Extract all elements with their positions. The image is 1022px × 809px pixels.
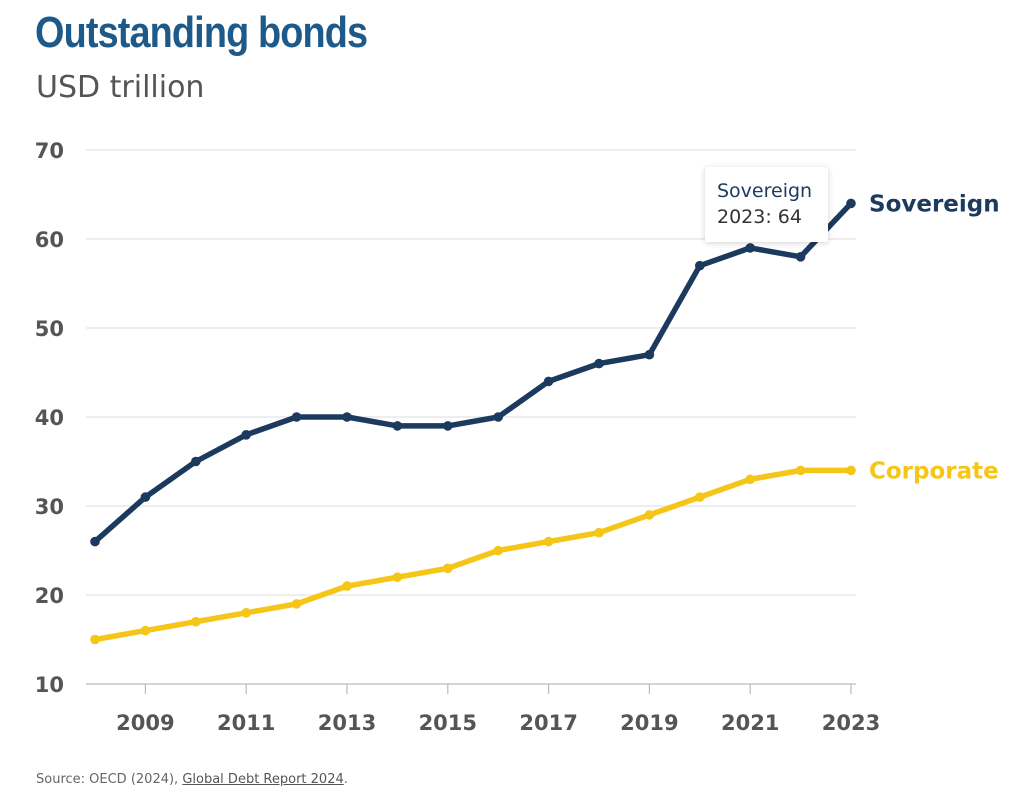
corporate-series-line — [92, 467, 854, 643]
sovereign-data-point — [846, 198, 856, 209]
y-tick-label: 70 — [35, 139, 64, 163]
sovereign-data-point — [795, 251, 806, 262]
corporate-data-point — [241, 608, 251, 618]
tooltip-series-name: Sovereign — [717, 180, 813, 202]
chart-title: Outstanding bonds — [35, 8, 368, 57]
corporate-data-point — [443, 563, 453, 574]
y-tick-label: 60 — [35, 228, 64, 252]
sovereign-data-point — [745, 243, 755, 253]
sovereign-data-point — [90, 536, 100, 547]
source-link[interactable]: Global Debt Report 2024 — [182, 772, 344, 787]
corporate-data-point — [795, 465, 806, 476]
corporate-data-point — [695, 492, 705, 502]
x-tick-label: 2015 — [419, 711, 477, 735]
corporate-data-point — [90, 634, 100, 645]
x-tick-label: 2023 — [822, 711, 880, 735]
x-tick-label: 2013 — [318, 711, 376, 735]
x-tick-label: 2021 — [721, 711, 779, 735]
y-tick-label: 50 — [35, 317, 64, 341]
tooltip-value: 2023: 64 — [717, 206, 802, 228]
x-tick-label: 2009 — [116, 711, 174, 735]
y-tick-label: 30 — [35, 495, 64, 519]
corporate-data-point — [543, 536, 554, 547]
y-tick-label: 20 — [35, 584, 64, 608]
sovereign-data-point — [342, 412, 352, 422]
x-tick-label: 2011 — [217, 711, 275, 735]
chart-subtitle: USD trillion — [36, 70, 205, 105]
corporate-data-point — [745, 474, 755, 485]
sovereign-series-line — [92, 200, 854, 545]
y-tick-label: 10 — [35, 673, 64, 697]
x-tick-label: 2017 — [519, 711, 577, 735]
sovereign-data-point — [241, 430, 251, 440]
corporate-series-label: Corporate — [869, 458, 999, 484]
sovereign-data-point — [644, 349, 655, 360]
data-tooltip: Sovereign 2023: 64 — [705, 167, 828, 242]
corporate-data-point — [140, 625, 151, 636]
y-tick-label: 40 — [35, 406, 64, 430]
sovereign-data-point — [695, 260, 705, 271]
sovereign-data-point — [594, 358, 604, 369]
corporate-data-point — [594, 527, 604, 538]
sovereign-data-point — [543, 376, 554, 387]
sovereign-data-point — [291, 412, 302, 422]
source-note: Source: OECD (2024), Global Debt Report … — [36, 772, 348, 787]
sovereign-series-label: Sovereign — [869, 191, 1000, 217]
sovereign-data-point — [392, 421, 403, 431]
x-tick-label: 2019 — [620, 711, 678, 735]
sovereign-data-point — [140, 492, 151, 502]
corporate-data-point — [846, 465, 856, 476]
sovereign-data-point — [443, 421, 453, 431]
source-suffix: . — [343, 772, 348, 787]
corporate-data-point — [644, 510, 655, 520]
sovereign-data-point — [493, 412, 504, 422]
corporate-data-point — [191, 616, 201, 627]
corporate-data-point — [342, 581, 352, 591]
sovereign-data-point — [191, 456, 201, 467]
corporate-data-point — [493, 545, 504, 556]
corporate-data-point — [291, 599, 302, 609]
corporate-data-point — [392, 572, 403, 582]
source-prefix: Source: OECD (2024), — [36, 772, 183, 787]
